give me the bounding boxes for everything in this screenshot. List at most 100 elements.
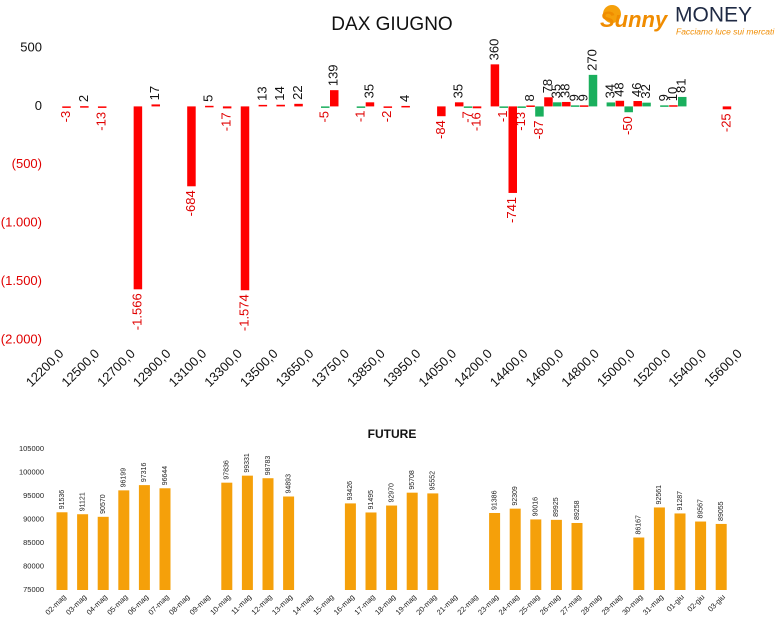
data-label: 14: [272, 86, 287, 100]
data-label: 92970: [388, 483, 395, 503]
bar: [571, 522, 583, 590]
bar: [222, 106, 232, 109]
data-label: -16: [468, 112, 483, 131]
bar: [674, 513, 686, 590]
bar: [550, 519, 562, 590]
bar: [660, 105, 669, 107]
bar: [454, 102, 464, 107]
bar: [508, 106, 517, 193]
y-tick-label: (500): [12, 156, 42, 171]
data-label: 91536: [59, 490, 66, 510]
data-label: 96644: [162, 466, 169, 486]
data-label: 360: [486, 39, 501, 61]
bar: [427, 493, 439, 590]
bar: [97, 106, 107, 108]
data-label: 9: [656, 94, 671, 101]
bar: [77, 514, 89, 590]
data-label: -2: [379, 111, 394, 123]
data-label: 93426: [347, 481, 354, 501]
bar: [678, 96, 687, 107]
bar: [530, 519, 542, 590]
data-label: 89925: [553, 497, 560, 517]
data-label: 96199: [121, 468, 128, 488]
bar: [499, 106, 508, 108]
data-label: 35: [549, 84, 564, 98]
data-label: -50: [620, 116, 635, 135]
bar: [509, 508, 521, 590]
data-label: 9: [576, 94, 591, 101]
y-tick-label: 90000: [23, 514, 44, 523]
y-tick-label: (2.000): [1, 331, 42, 346]
data-label: -684: [183, 190, 198, 216]
data-label: 97316: [141, 463, 148, 483]
bar: [606, 102, 616, 107]
bar: [588, 74, 598, 107]
data-label: -1: [352, 111, 367, 123]
data-label: 5: [201, 95, 216, 102]
y-tick-label: 80000: [23, 561, 44, 570]
bar: [633, 101, 642, 107]
bar: [344, 503, 356, 590]
data-label: 90570: [100, 494, 107, 514]
bar: [722, 106, 732, 110]
data-label: -741: [504, 197, 519, 223]
data-label: 94893: [285, 474, 292, 494]
bar: [240, 106, 250, 291]
bar: [553, 102, 562, 107]
logo-brand: MONEY: [675, 4, 752, 27]
bar: [383, 106, 393, 108]
data-label: -25: [718, 113, 733, 132]
y-tick-label: 500: [20, 39, 42, 54]
data-label: -13: [94, 112, 109, 131]
data-label: 91121: [79, 492, 86, 511]
data-label: 139: [326, 64, 341, 86]
data-label: 92561: [656, 485, 663, 505]
y-tick-label: 85000: [23, 538, 44, 547]
bar: [321, 106, 330, 108]
bar: [56, 512, 68, 590]
bar: [517, 106, 526, 108]
logo-brand: Sunny: [600, 7, 669, 32]
data-label: -1.566: [129, 293, 144, 330]
bar: [241, 475, 253, 590]
bar: [221, 482, 233, 590]
bar: [294, 103, 303, 107]
data-label: -84: [433, 120, 448, 139]
data-label: 92309: [512, 486, 519, 506]
bar: [138, 485, 150, 590]
data-label: 91495: [368, 490, 375, 510]
y-tick-label: (1.000): [1, 215, 42, 230]
data-label: 38: [558, 83, 573, 97]
data-label: 35: [361, 84, 376, 98]
bar: [283, 496, 295, 590]
data-label: 10: [665, 87, 680, 101]
bar: [365, 512, 377, 590]
bar: [624, 106, 633, 113]
data-label: 86167: [636, 515, 643, 535]
data-label: 97836: [224, 460, 231, 480]
bar: [151, 104, 160, 107]
bar: [386, 505, 398, 590]
bar: [615, 100, 625, 107]
y-tick-label: (1.500): [1, 273, 42, 288]
data-label: 89055: [718, 501, 725, 521]
logo-sun: [603, 5, 621, 23]
bar: [669, 105, 678, 107]
data-label: -5: [317, 111, 332, 123]
bar: [544, 97, 553, 107]
data-label: 46: [629, 83, 644, 97]
bar: [365, 102, 375, 107]
bar: [80, 106, 89, 108]
data-label: 22: [290, 85, 305, 99]
data-label: 89258: [574, 500, 581, 520]
bar: [490, 64, 500, 107]
data-label: -7: [459, 111, 474, 123]
bar: [258, 104, 268, 107]
data-label: 4: [397, 95, 412, 102]
bar: [187, 106, 196, 187]
data-label: -87: [531, 121, 546, 140]
data-label: 98783: [265, 456, 272, 476]
data-label: 90016: [533, 497, 540, 517]
bar: [579, 105, 589, 107]
